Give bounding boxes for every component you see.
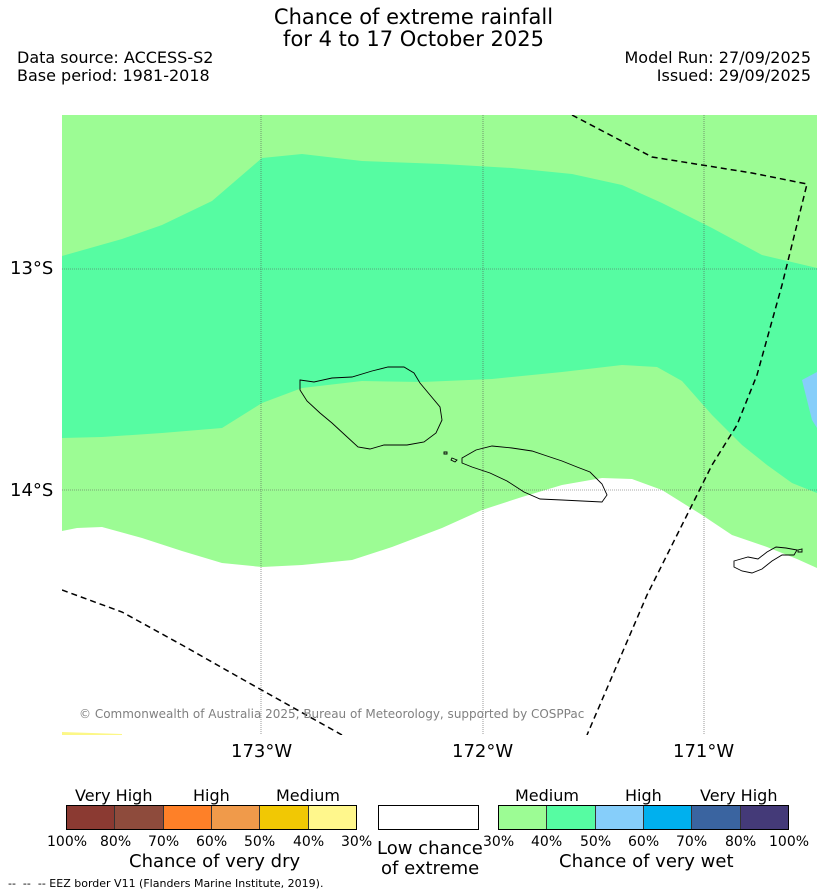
- dry-caption: Chance of very dry: [129, 851, 301, 872]
- wet-category-medium: Medium: [515, 786, 579, 805]
- lat-label-13s: 13°S: [10, 258, 54, 279]
- wet-tick-100: 100%: [769, 834, 810, 850]
- dry-colorbar: [66, 805, 357, 830]
- eez-border: [62, 115, 808, 735]
- dry-tick-100: 100%: [47, 834, 88, 850]
- islet: [443, 451, 448, 455]
- lon-label-173w: 173°W: [231, 741, 293, 762]
- wet-swatch-60-70: [643, 806, 693, 829]
- wet-category-very-high: Very High: [700, 786, 778, 805]
- wet-tick-70: 70%: [676, 834, 708, 850]
- dry-region: [62, 732, 122, 735]
- dry-tick-30: 30%: [341, 834, 373, 850]
- dry-tick-60: 60%: [196, 834, 228, 850]
- dry-swatch-80-100: [67, 806, 116, 829]
- wet-caption: Chance of very wet: [559, 851, 734, 872]
- eez-footnote: -- -- -- EEZ border V11 (Flanders Marine…: [8, 877, 324, 890]
- dry-category-medium: Medium: [276, 786, 340, 805]
- dry-category-very-high: Very High: [75, 786, 153, 805]
- dry-tick-70: 70%: [148, 834, 180, 850]
- model-run: Model Run: 27/09/2025: [624, 48, 812, 67]
- map-title-line1: Chance of extreme rainfall: [273, 5, 554, 29]
- issued-date: Issued: 29/09/2025: [656, 66, 811, 85]
- wet-swatch-80-100: [740, 806, 788, 829]
- lon-label-171w: 171°W: [673, 741, 735, 762]
- dry-swatch-70-80: [115, 806, 164, 829]
- dry-tick-50: 50%: [244, 834, 276, 850]
- high-wet-region: [62, 154, 817, 493]
- low-chance-caption-2: of extreme: [381, 858, 480, 879]
- dry-category-high: High: [193, 786, 230, 805]
- wet-swatch-70-80: [692, 806, 741, 829]
- data-source: Data source: ACCESS-S2: [17, 48, 214, 67]
- wet-swatch-40-50: [547, 806, 596, 829]
- upolu-island: [461, 445, 608, 503]
- wet-category-high: High: [625, 786, 662, 805]
- islet: [450, 457, 458, 463]
- dry-tick-40: 40%: [293, 834, 325, 850]
- graticule: [62, 115, 817, 735]
- map-title-line2: for 4 to 17 October 2025: [283, 27, 544, 51]
- wet-tick-40: 40%: [531, 834, 563, 850]
- low-chance-caption-1: Low chance: [377, 838, 483, 859]
- dry-swatch-50-60: [211, 806, 261, 829]
- wet-tick-60: 60%: [628, 834, 660, 850]
- lat-label-14s: 14°S: [10, 480, 54, 501]
- wet-tick-30: 30%: [483, 834, 515, 850]
- dry-tick-80: 80%: [100, 834, 132, 850]
- lon-label-172w: 172°W: [452, 741, 514, 762]
- rainfall-map: © Commonwealth of Australia 2025, Bureau…: [62, 115, 817, 735]
- dry-swatch-40-50: [260, 806, 309, 829]
- tutuila-island: [733, 546, 798, 574]
- dry-swatch-30-40: [308, 806, 356, 829]
- wet-swatch-30-40: [499, 806, 548, 829]
- copyright-notice: © Commonwealth of Australia 2025, Bureau…: [79, 707, 584, 721]
- wet-swatch-50-60: [595, 806, 644, 829]
- dry-swatch-60-70: [163, 806, 212, 829]
- savaii-island: [299, 366, 443, 450]
- low-chance-swatch: [378, 805, 479, 830]
- islands: [299, 366, 803, 574]
- very-wet-region: [802, 372, 817, 428]
- wet-tick-50: 50%: [580, 834, 612, 850]
- islet: [797, 548, 803, 553]
- base-period: Base period: 1981-2018: [17, 66, 210, 85]
- wet-colorbar: [498, 805, 789, 830]
- wet-tick-80: 80%: [725, 834, 757, 850]
